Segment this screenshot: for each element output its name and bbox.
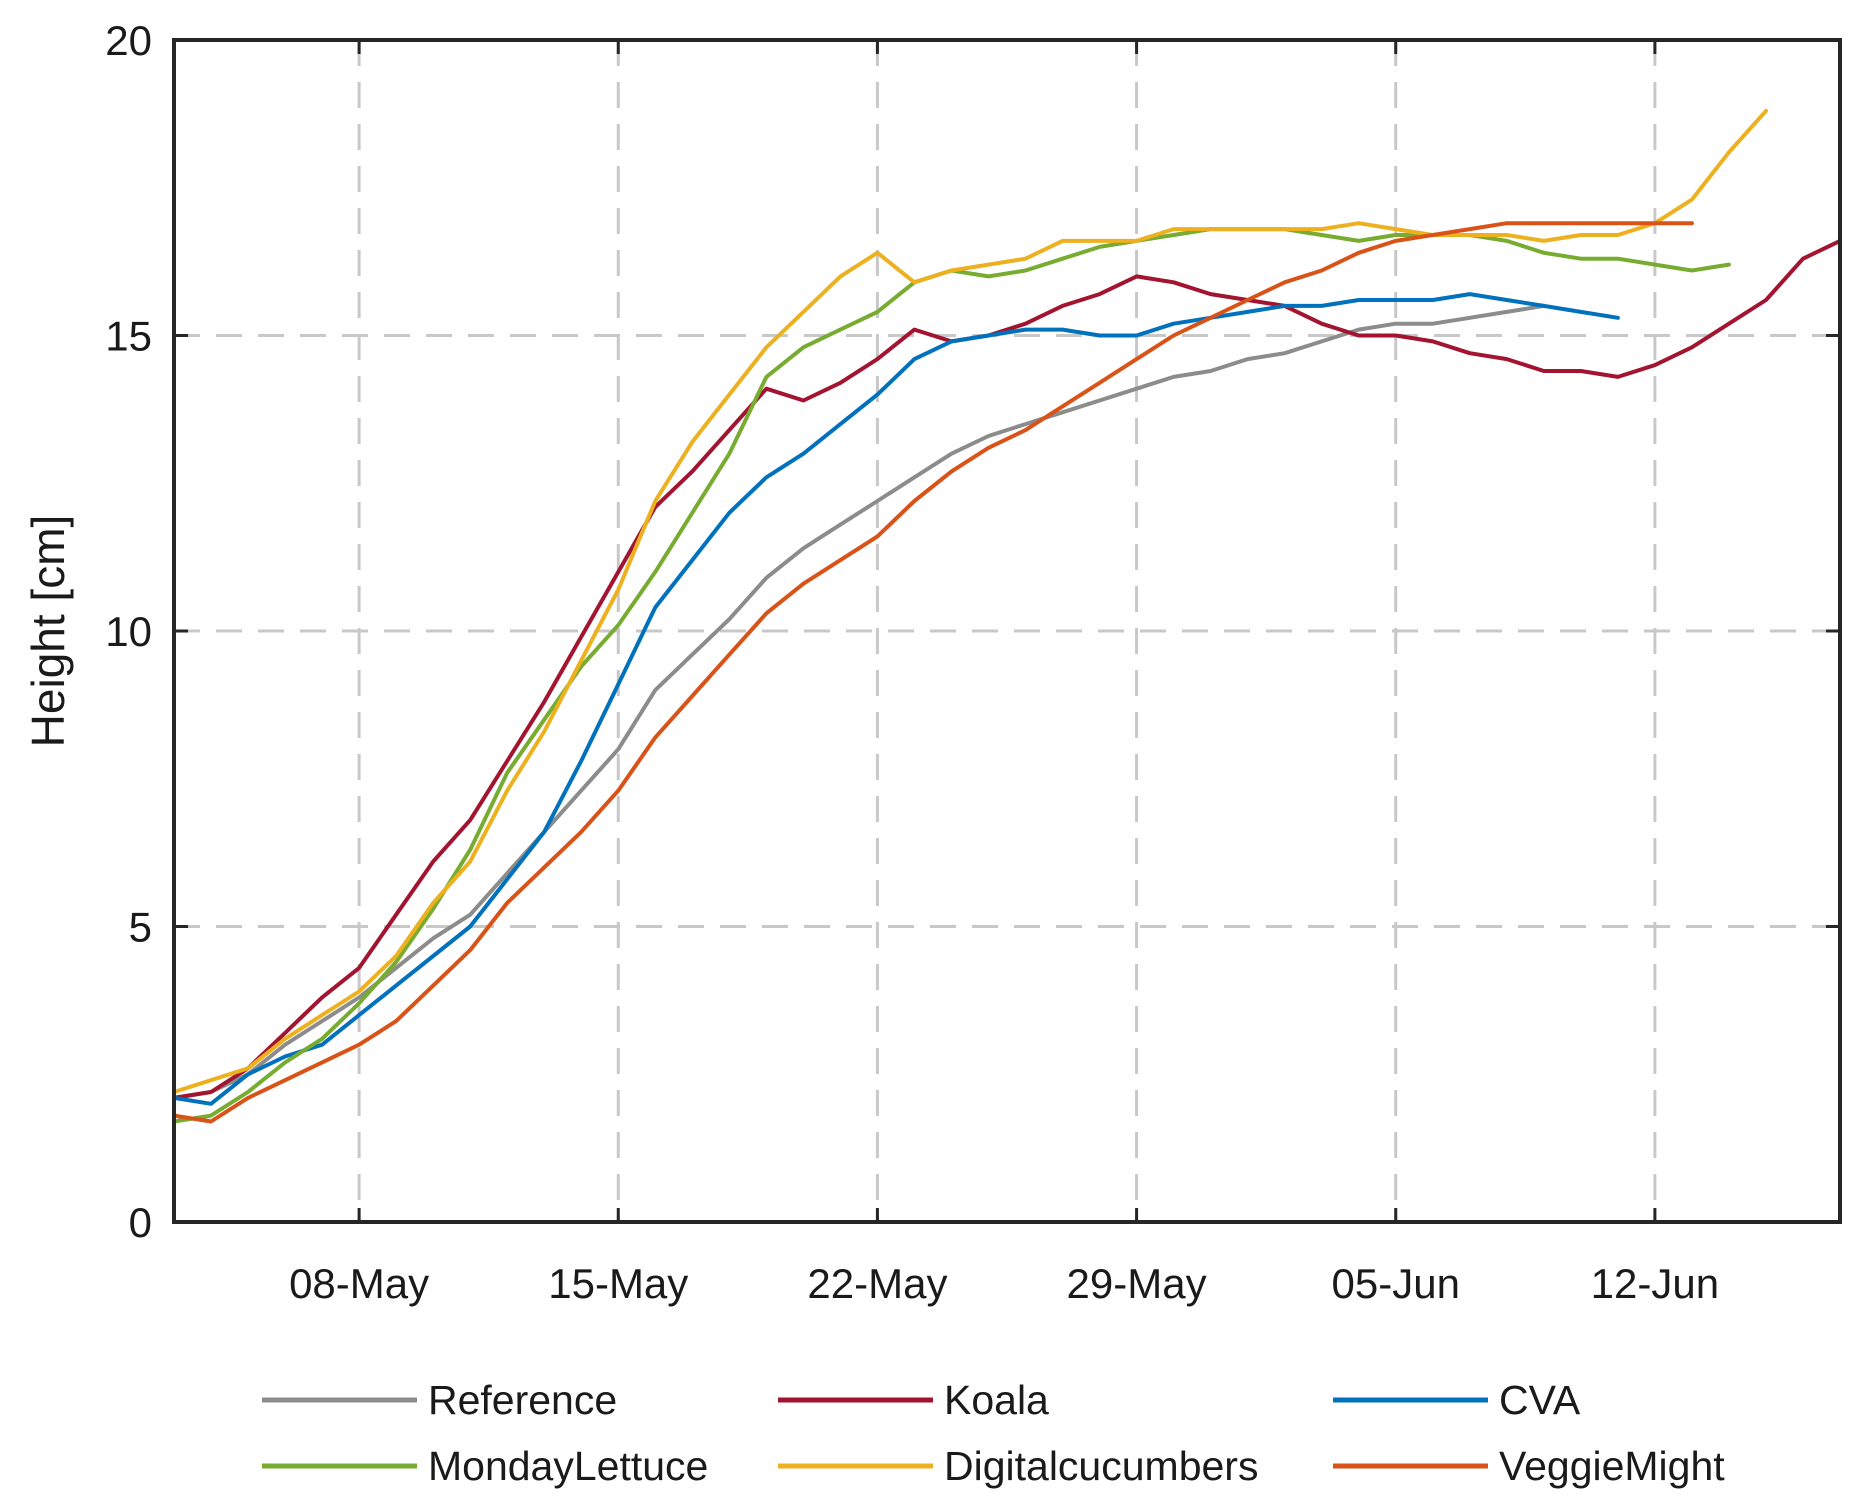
legend-label-koala: Koala bbox=[944, 1377, 1049, 1423]
y-tick-label: 10 bbox=[105, 608, 152, 655]
y-tick-label: 0 bbox=[129, 1199, 152, 1246]
axis-ticks: 0 5 10 15 20 08-May 15-May 22-May 29-May 05-Jun 12… bbox=[105, 17, 1840, 1307]
legend: Reference Koala CVA MondayLettuce Digitalcuc… bbox=[262, 1377, 1725, 1489]
legend-label-cva: CVA bbox=[1499, 1377, 1581, 1423]
x-tick-label: 08-May bbox=[289, 1260, 429, 1307]
y-axis-label: Height [cm] bbox=[22, 515, 74, 748]
series-line-reference bbox=[172, 303, 1546, 1100]
x-tick-label: 29-May bbox=[1067, 1260, 1207, 1307]
legend-label-digitalcucumbers: Digitalcucumbers bbox=[944, 1443, 1258, 1489]
series-line-veggiemight bbox=[172, 221, 1694, 1124]
y-tick-label: 5 bbox=[129, 904, 152, 951]
series-lines bbox=[172, 108, 1842, 1124]
x-tick-label: 05-Jun bbox=[1332, 1260, 1460, 1307]
legend-label-veggiemight: VeggieMight bbox=[1499, 1443, 1725, 1489]
legend-label-reference: Reference bbox=[428, 1377, 617, 1423]
series-line-digitalcucumbers bbox=[172, 108, 1768, 1094]
y-tick-label: 20 bbox=[105, 17, 152, 64]
y-tick-label: 15 bbox=[105, 313, 152, 360]
series-line-cva bbox=[172, 292, 1620, 1106]
x-tick-label: 12-Jun bbox=[1591, 1260, 1719, 1307]
series-line-koala bbox=[172, 238, 1842, 1100]
legend-label-mondaylettuce: MondayLettuce bbox=[428, 1443, 708, 1489]
x-tick-label: 15-May bbox=[548, 1260, 688, 1307]
x-tick-label: 22-May bbox=[807, 1260, 947, 1307]
